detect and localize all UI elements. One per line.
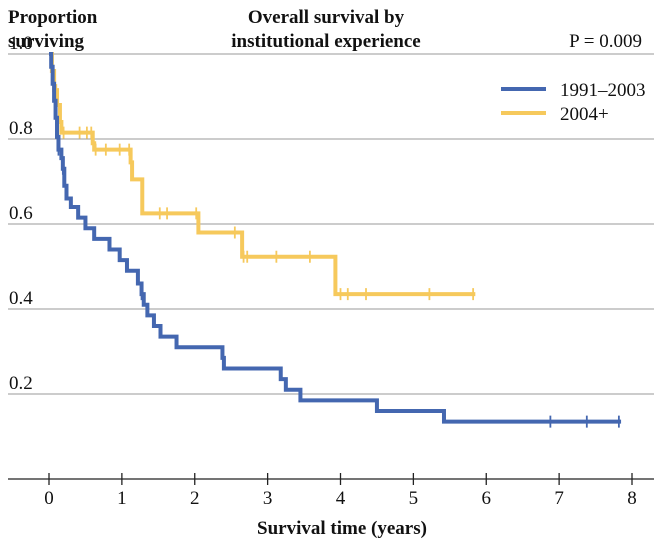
y-axis-label-line-1: Proportion: [8, 7, 98, 28]
x-ticks: 0 1 2 3 4 5 6 7 8: [44, 473, 637, 509]
x-tick-label: 1: [117, 488, 127, 509]
legend-label-2004-plus: 2004+: [560, 104, 609, 125]
series-layer: [49, 52, 622, 428]
p-value-annotation: P = 0.009: [569, 31, 642, 52]
y-axis-label-line-2: surviving: [8, 31, 85, 52]
survival-curve-1991-2003: [49, 52, 622, 424]
x-tick-label: 8: [627, 488, 637, 509]
x-tick-label: 4: [336, 488, 346, 509]
x-tick-label: 6: [482, 488, 492, 509]
chart-title-line-2: institutional experience: [231, 31, 420, 52]
y-tick-label: 0.6: [9, 203, 33, 224]
survival-curve-2004-plus: [49, 52, 476, 297]
y-tick-labels: 0.2 0.4 0.6 0.8 1.0: [9, 33, 33, 394]
x-tick-label: 7: [554, 488, 564, 509]
x-axis-label: Survival time (years): [257, 518, 427, 539]
x-tick-label: 2: [190, 488, 200, 509]
y-tick-label: 0.4: [9, 288, 33, 309]
legend-label-1991-2003: 1991–2003: [560, 80, 646, 101]
chart-title-line-1: Overall survival by: [248, 7, 405, 28]
x-tick-label: 3: [263, 488, 273, 509]
x-tick-label: 5: [409, 488, 419, 509]
x-tick-label: 0: [44, 488, 54, 509]
gridlines: [8, 53, 654, 395]
y-tick-label: 0.2: [9, 373, 33, 394]
legend: 1991–2003 2004+: [501, 80, 646, 125]
y-tick-label: 0.8: [9, 118, 33, 139]
y-tick-label: 1.0: [9, 33, 33, 54]
